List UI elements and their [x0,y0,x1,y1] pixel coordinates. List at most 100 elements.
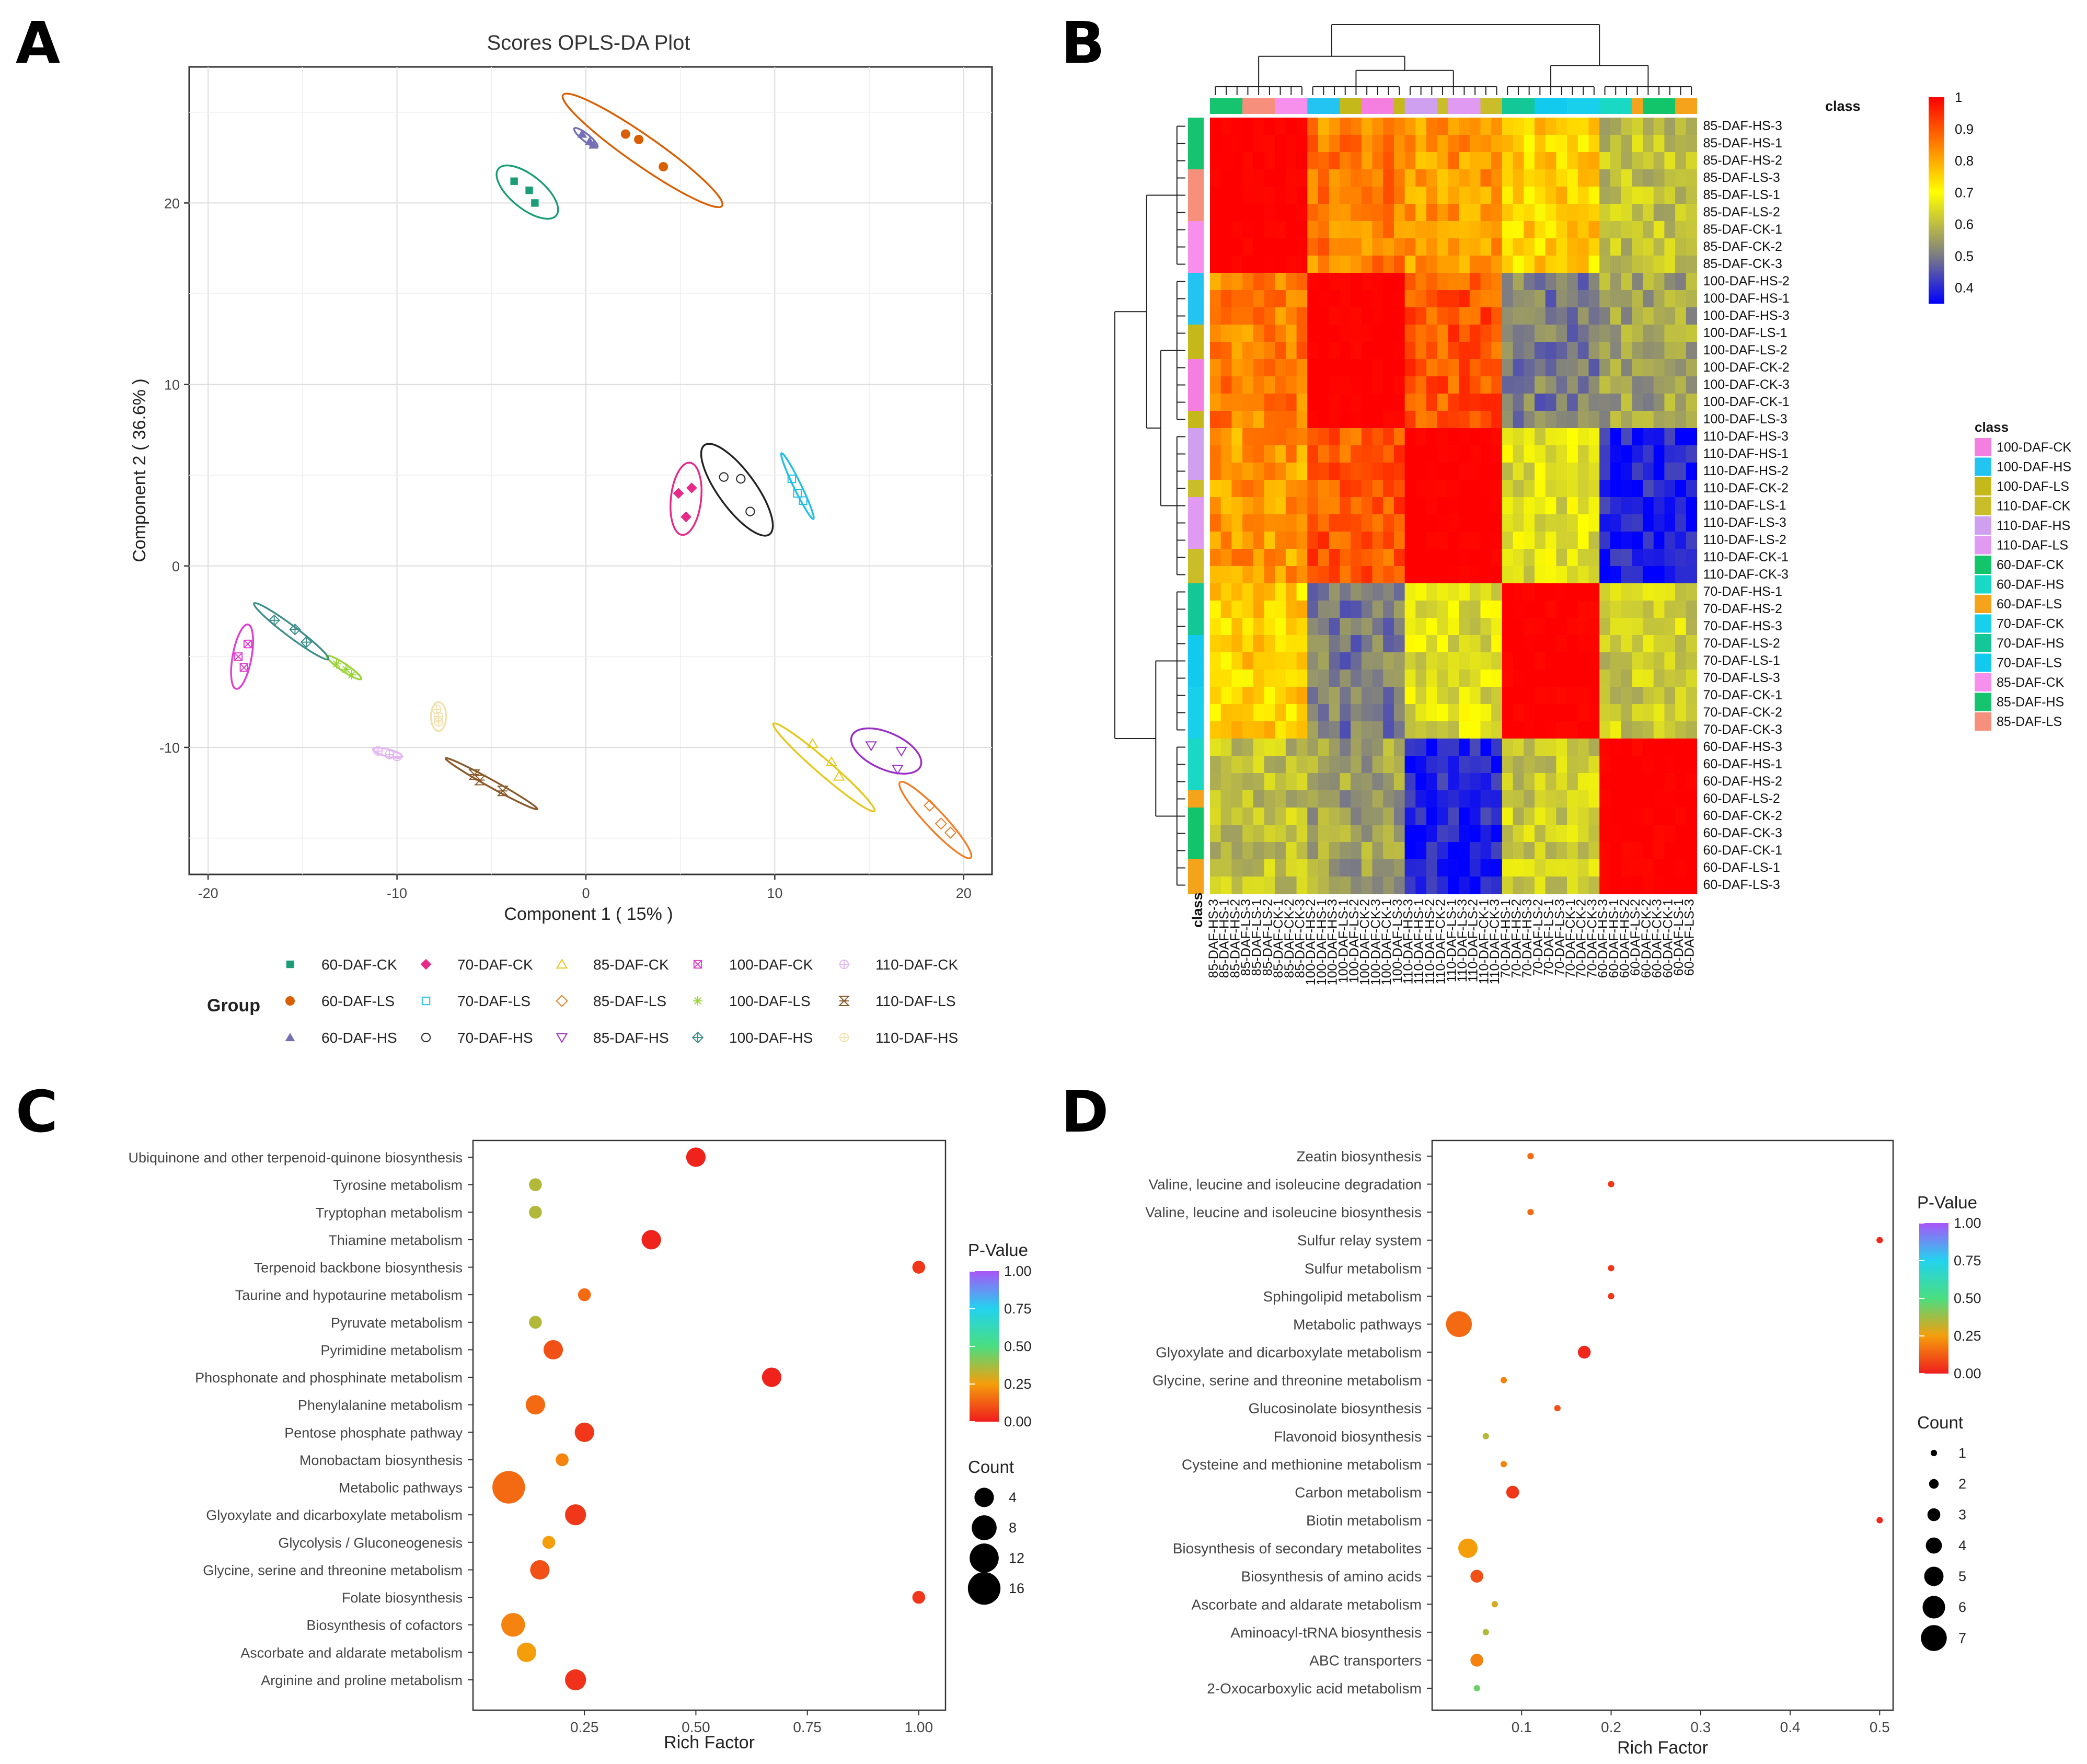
heatmap-cell [1545,652,1556,670]
point-60-daf-hs [577,129,587,138]
heatmap-cell [1210,428,1221,446]
heatmap-cell [1459,187,1470,204]
heatmap-cell [1220,394,1232,411]
heatmap-cell [1242,463,1254,480]
opls-x-tick-label: 10 [767,885,782,901]
class-bar-top-cell [1210,98,1221,114]
heatmap-cell [1632,480,1643,498]
heatmap-cell [1524,549,1535,567]
pathway-label: Glyoxylate and dicarboxylate metabolism [206,1507,463,1523]
heatmap-cell [1448,566,1459,584]
heatmap-cell [1675,808,1687,825]
heatmap-cell [1231,497,1243,515]
heatmap-cell [1264,877,1275,894]
heatmap-cell [1686,635,1698,653]
heatmap-cell [1653,256,1665,273]
heatmap-cell [1643,480,1654,498]
heatmap-col-label: 110-DAF-HS-3 [1401,899,1416,984]
heatmap-cell [1318,411,1330,429]
heatmap-cell [1491,618,1503,636]
heatmap-cell [1275,152,1286,170]
opls-grid [189,67,992,874]
heatmap-cell [1404,359,1416,377]
heatmap-cell [1664,583,1676,601]
heatmap-cell [1621,118,1632,135]
heatmap-cell [1664,152,1676,170]
heatmap-cell [1329,859,1340,877]
heatmap-col-label: 70-DAF-LS-3 [1552,899,1567,976]
heatmap-cell [1285,359,1297,377]
heatmap-cell [1242,359,1254,377]
pathway-label: Taurine and hypotaurine metabolism [235,1287,463,1303]
class-bar-top-cell [1545,98,1556,114]
heatmap-cell [1372,670,1383,687]
count-legend-dot [974,1488,994,1507]
colorbar-tick-label: 0.7 [1955,185,1974,200]
heatmap-cell [1329,877,1340,894]
heatmap-cell [1372,877,1383,894]
heatmap-cell [1415,307,1427,325]
point-60-daf-ck [510,177,518,185]
heatmap-cell [1437,325,1448,342]
heatmap-cell [1535,514,1546,532]
pathway-label: Thiamine metabolism [328,1232,463,1248]
heatmap-cell [1253,342,1265,360]
heatmap-cell [1664,773,1676,791]
class-bar-left-cell [1188,549,1204,567]
heatmap-cell [1491,635,1503,653]
heatmap-cell [1383,342,1394,360]
heatmap-cell [1437,118,1448,135]
heatmap-cell [1264,842,1275,860]
heatmap-cell [1675,652,1687,670]
heatmap-row-label: 100-DAF-LS-1 [1703,326,1788,340]
heatmap-cell [1686,618,1698,636]
heatmap-cell [1242,428,1254,446]
heatmap-cell [1556,721,1567,739]
heatmap-cell [1231,342,1243,360]
heatmap-cell [1361,394,1373,411]
heatmap-cell [1545,583,1556,601]
heatmap-cell [1404,601,1416,618]
heatmap-cell [1340,670,1351,687]
heatmap-cell [1253,790,1265,808]
heatmap-cell [1621,204,1632,222]
heatmap-cell [1664,135,1676,153]
heatmap-cell [1393,307,1405,325]
heatmap-cell [1599,204,1611,222]
heatmap-cell [1643,273,1654,291]
heatmap-cell [1491,790,1503,808]
heatmap-cell [1469,739,1481,756]
heatmap-cell [1264,808,1275,825]
heatmap-cell [1329,428,1340,446]
heatmap-cell [1632,739,1643,756]
enrichment-d-x-ticks: 0.1 0.2 0.3 0.4 0.5 [1512,1710,1890,1735]
heatmap-cell [1664,445,1676,463]
heatmap-cell [1253,549,1265,567]
heatmap-cell [1448,394,1459,411]
heatmap-cell [1480,514,1492,532]
heatmap-cell [1588,187,1600,204]
pvalue-tick-label: 0.75 [1954,1253,1981,1269]
heatmap-cell [1307,583,1319,601]
heatmap-cell [1340,635,1351,653]
heatmap-cell [1632,583,1643,601]
heatmap-cell [1513,118,1524,135]
heatmap-cell [1653,325,1665,342]
heatmap-cell [1220,756,1232,774]
pathway-label: Ascorbate and aldarate metabolism [1192,1596,1422,1612]
heatmap-cell [1361,532,1373,549]
heatmap-cell [1567,842,1578,860]
legend-label-60-daf-ls: 60-DAF-LS [321,993,395,1009]
heatmap-cell [1351,307,1362,325]
heatmap-cell [1653,601,1665,618]
heatmap-cell [1686,307,1698,325]
heatmap-cell [1588,411,1600,429]
heatmap-cell [1535,325,1546,342]
heatmap-cell [1686,273,1698,291]
heatmap-cell [1491,566,1503,584]
heatmap-col-labels: 85-DAF-HS-385-DAF-HS-185-DAF-HS-285-DAF-… [1206,899,1697,985]
heatmap-cell [1556,273,1567,291]
heatmap-cell [1459,877,1470,894]
point-70-daf-hs [719,472,729,482]
heatmap-cell [1404,514,1416,532]
